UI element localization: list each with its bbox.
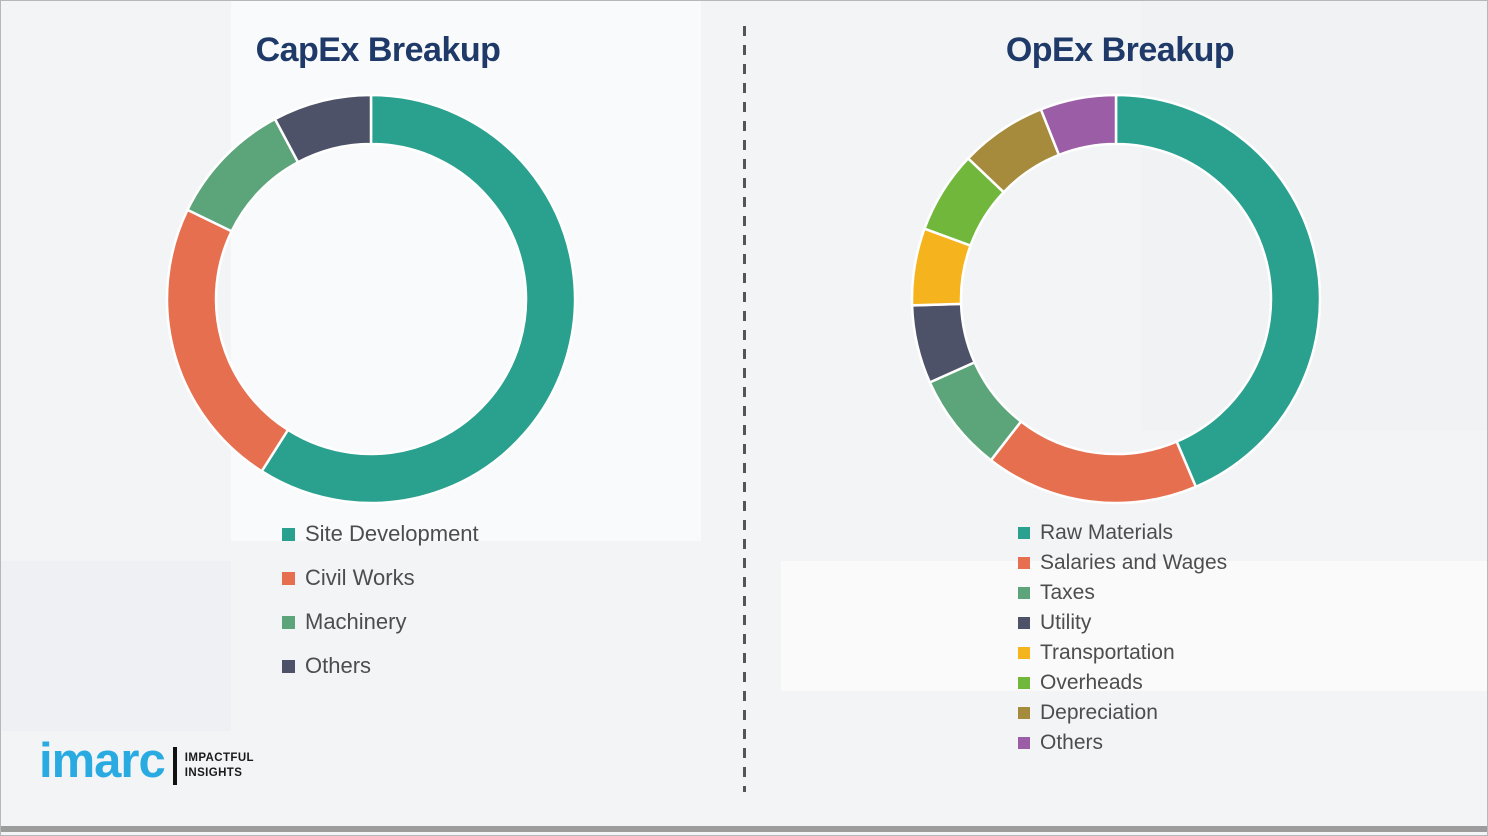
logo-tagline-line2: INSIGHTS <box>184 766 243 779</box>
legend-label: Taxes <box>1040 581 1095 604</box>
legend-label: Site Development <box>305 521 479 546</box>
legend-label: Overheads <box>1040 671 1143 694</box>
capex-chart-title: CapEx Breakup <box>255 31 501 69</box>
legend-item-others: Others <box>282 644 479 688</box>
capex-donut-chart <box>165 93 577 505</box>
legend-swatch <box>282 615 295 629</box>
donut-segment-salaries-and-wages <box>989 419 1198 505</box>
legend-item-others: Others <box>1018 728 1227 758</box>
imarc-logo-wordmark: imarc <box>39 734 166 788</box>
imarc-logo: imarc IMPACTFUL INSIGHTS <box>39 737 254 786</box>
legend-label: Others <box>305 653 372 678</box>
legend-label: Depreciation <box>1040 701 1158 724</box>
legend-item-raw-materials: Raw Materials <box>1018 518 1227 548</box>
legend-swatch <box>1018 737 1030 749</box>
donut-segment-civil-works <box>165 208 290 473</box>
legend-item-salaries-and-wages: Salaries and Wages <box>1018 548 1227 578</box>
legend-label: Others <box>1040 731 1104 754</box>
legend-item-civil-works: Civil Works <box>282 556 479 600</box>
donut-segment-machinery <box>185 117 300 233</box>
legend-swatch <box>282 571 295 585</box>
opex-legend: Raw Materials Salaries and Wages Taxes Util… <box>1018 518 1227 758</box>
legend-swatch <box>1018 557 1030 569</box>
legend-item-transportation: Transportation <box>1018 638 1227 668</box>
legend-swatch <box>1018 617 1030 629</box>
opex-donut-chart <box>910 93 1322 505</box>
donut-segment-raw-materials <box>1114 93 1322 489</box>
legend-item-overheads: Overheads <box>1018 668 1227 698</box>
legend-swatch <box>1018 677 1030 689</box>
donut-segment-site-development <box>259 93 577 505</box>
background-watermark <box>1 561 231 731</box>
legend-label: Transportation <box>1040 641 1175 664</box>
opex-chart-title: OpEx Breakup <box>1005 31 1235 69</box>
legend-label: Utility <box>1040 611 1092 634</box>
logo-tagline-line1: IMPACTFUL <box>184 752 254 765</box>
vertical-dashed-divider <box>743 26 746 792</box>
legend-label: Civil Works <box>305 565 415 590</box>
logo-divider-bar <box>172 746 177 785</box>
legend-item-site-development: Site Development <box>282 512 479 556</box>
bottom-border-strip <box>1 826 1487 832</box>
legend-swatch <box>282 527 295 541</box>
legend-swatch <box>1018 587 1030 599</box>
legend-item-depreciation: Depreciation <box>1018 698 1227 728</box>
legend-item-taxes: Taxes <box>1018 578 1227 608</box>
legend-label: Salaries and Wages <box>1040 551 1228 574</box>
capex-legend: Site Development Civil Works Machinery Othe… <box>282 512 479 688</box>
logo-tagline: IMPACTFUL INSIGHTS <box>185 751 254 780</box>
legend-swatch <box>1018 527 1030 539</box>
legend-label: Raw Materials <box>1040 521 1174 544</box>
legend-swatch <box>1018 707 1030 719</box>
donut-segment-others <box>273 93 373 164</box>
donut-segment-others <box>1039 93 1118 157</box>
legend-swatch <box>1018 647 1030 659</box>
legend-item-utility: Utility <box>1018 608 1227 638</box>
legend-swatch <box>282 659 295 673</box>
legend-label: Machinery <box>305 609 407 634</box>
legend-item-machinery: Machinery <box>282 600 479 644</box>
